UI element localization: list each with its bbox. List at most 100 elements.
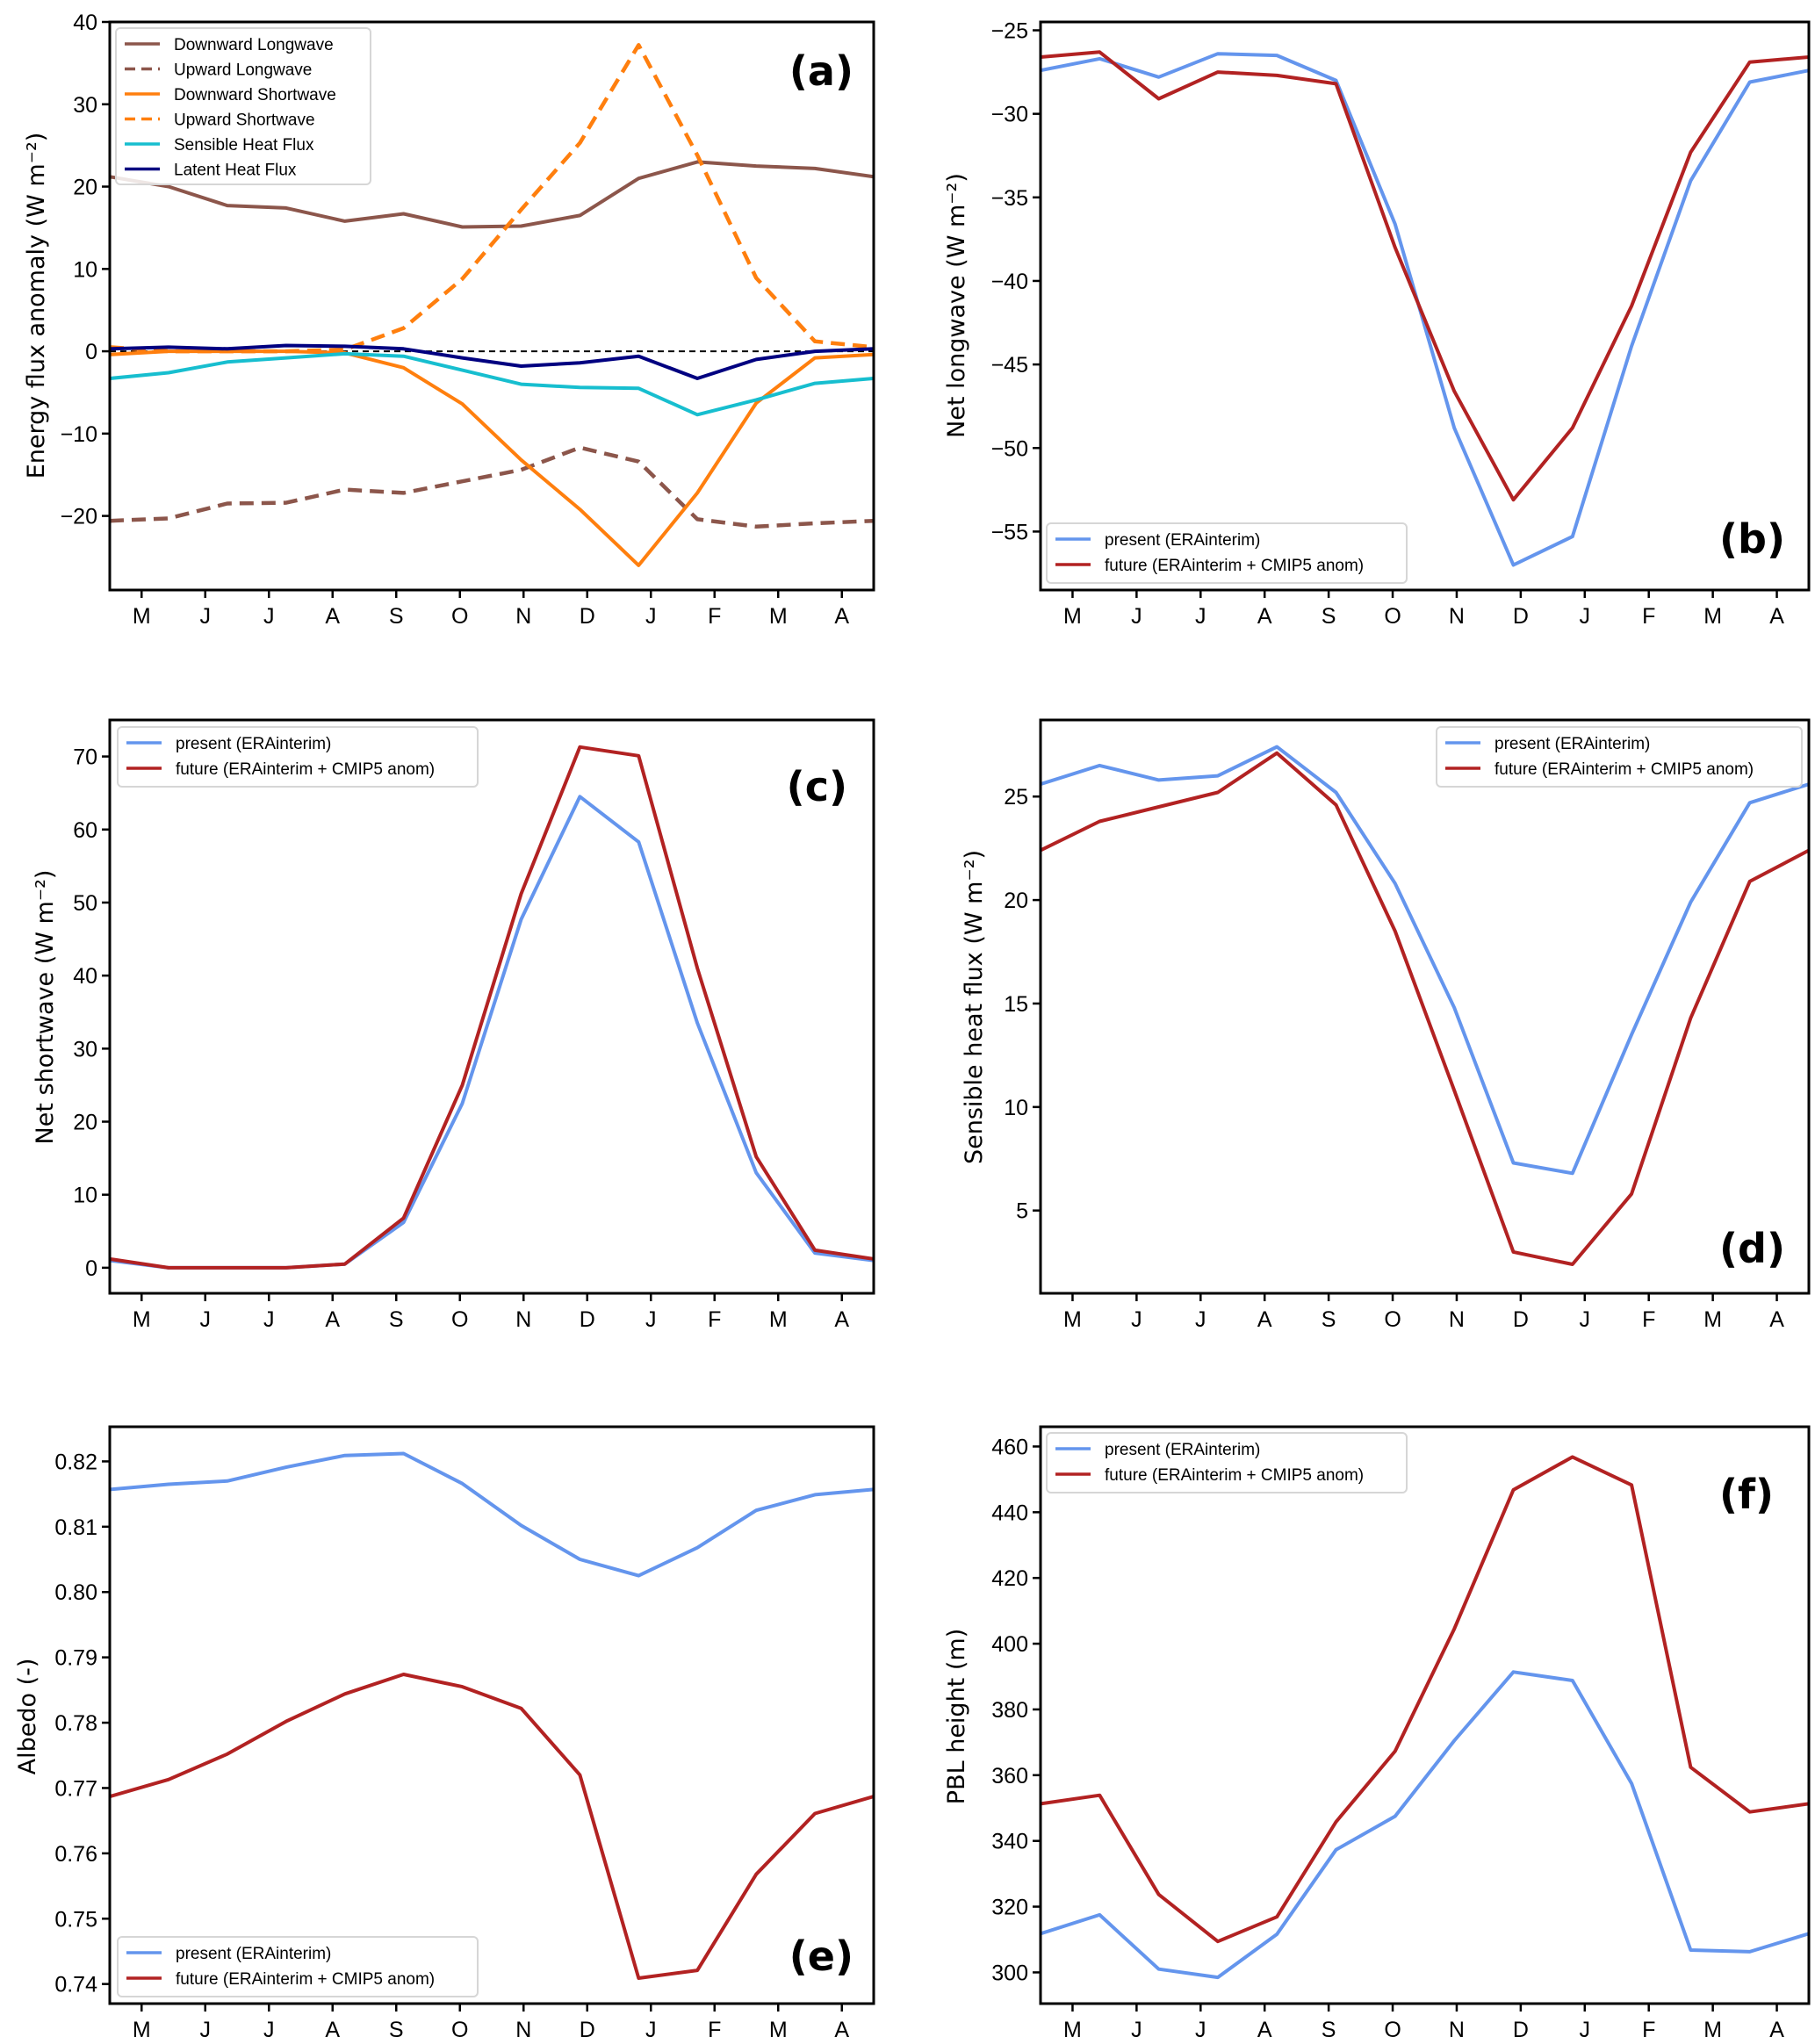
legend-label-future-erainterim-cmip5-anom: future (ERAinterim + CMIP5 anom) <box>1105 1466 1364 1485</box>
y-tick-label: 40 <box>73 964 97 989</box>
y-tick-label: 0.75 <box>54 1907 97 1932</box>
y-tick-label: 10 <box>73 257 97 282</box>
y-axis-label-e: Albedo (-) <box>14 1659 41 1775</box>
x-tick-label: A <box>1769 2018 1784 2042</box>
y-tick-label: 30 <box>73 93 97 118</box>
x-tick-label: M <box>1703 604 1722 629</box>
x-tick-label: M <box>1063 2018 1082 2042</box>
x-tick-label: J <box>1195 2018 1206 2042</box>
y-axis-label-a: Energy flux anomaly (W m⁻²) <box>23 133 50 479</box>
series-line-upward-longwave <box>110 445 874 529</box>
x-tick-label: J <box>200 2018 212 2042</box>
y-tick-label: 10 <box>1004 1096 1028 1120</box>
x-tick-label: J <box>645 2018 657 2042</box>
y-tick-label: 380 <box>991 1698 1028 1723</box>
legend-c: present (ERAinterim) future (ERAinterim +… <box>117 726 479 788</box>
legend-box <box>1046 522 1408 584</box>
x-tick-label: D <box>1513 1307 1529 1332</box>
series-line-future-erainterim-cmip5-anom <box>1041 50 1809 502</box>
y-tick-label: 0.81 <box>54 1515 97 1540</box>
panel-label-f: (f) <box>1719 1471 1774 1518</box>
panel-c: (c) Net shortwave (W m⁻²) 0 10 20 30 40 50 60 7… <box>32 718 875 1332</box>
x-tick-label: J <box>1195 604 1206 629</box>
series-line-present-erainterim <box>1041 52 1809 567</box>
y-tick-label: 300 <box>991 1961 1028 1985</box>
legend-label-present-erainterim: present (ERAinterim) <box>1105 1441 1260 1459</box>
y-tick-label: −45 <box>991 353 1028 378</box>
x-tick-label: M <box>1703 1307 1722 1332</box>
legend-label-present-erainterim: present (ERAinterim) <box>1494 735 1650 753</box>
x-tick-label: A <box>1257 1307 1272 1332</box>
y-tick-label: −30 <box>991 103 1028 127</box>
x-tick-label: F <box>708 604 721 629</box>
legend-label-present-erainterim: present (ERAinterim) <box>176 1945 331 1963</box>
series-line-future-erainterim-cmip5-anom <box>1041 1455 1809 1944</box>
legend-label-future-erainterim-cmip5-anom: future (ERAinterim + CMIP5 anom) <box>176 760 435 779</box>
legend-label-present-erainterim: present (ERAinterim) <box>1105 531 1260 550</box>
x-tick-label: J <box>263 2018 275 2042</box>
y-tick-label: 10 <box>73 1184 97 1208</box>
x-tick-label: A <box>1257 2018 1272 2042</box>
x-tick-label: J <box>1195 1307 1206 1332</box>
x-tick-label: O <box>451 2018 468 2042</box>
y-tick-label: 0.77 <box>54 1776 97 1801</box>
y-tick-label: −25 <box>991 19 1028 44</box>
x-tick-label: D <box>1513 2018 1529 2042</box>
x-tick-label: J <box>1580 1307 1591 1332</box>
y-tick-label: 0.78 <box>54 1711 97 1736</box>
y-tick-label: 40 <box>73 11 97 35</box>
y-tick-label: 25 <box>1004 785 1028 810</box>
panel-label-b: (b) <box>1719 515 1785 563</box>
panel-label-a: (a) <box>789 47 853 95</box>
x-tick-label: N <box>515 604 531 629</box>
x-tick-label: N <box>1449 2018 1465 2042</box>
x-tick-label: A <box>325 604 340 629</box>
series-line-future-erainterim-cmip5-anom <box>110 1673 874 1980</box>
y-tick-label: −10 <box>61 422 97 447</box>
x-tick-label: S <box>389 1307 404 1332</box>
x-tick-label: A <box>325 1307 340 1332</box>
series-line-future-erainterim-cmip5-anom <box>1041 751 1809 1266</box>
x-tick-label: F <box>708 2018 721 2042</box>
x-tick-label: M <box>133 604 151 629</box>
x-tick-label: S <box>389 2018 404 2042</box>
x-tick-label: J <box>1131 604 1142 629</box>
y-tick-label: 5 <box>1016 1199 1028 1224</box>
x-tick-label: O <box>451 604 468 629</box>
series-line-latent-heat-flux <box>110 343 874 380</box>
legend-box <box>115 27 371 185</box>
x-tick-label: J <box>1131 1307 1142 1332</box>
y-tick-label: 320 <box>991 1896 1028 1920</box>
x-tick-label: D <box>1513 604 1529 629</box>
x-tick-label: N <box>1449 1307 1465 1332</box>
x-tick-label: J <box>1580 2018 1591 2042</box>
y-tick-label: −20 <box>61 505 97 529</box>
x-tick-label: S <box>1322 604 1336 629</box>
x-tick-label: J <box>263 604 275 629</box>
y-tick-label: 400 <box>991 1632 1028 1657</box>
legend-label-future-erainterim-cmip5-anom: future (ERAinterim + CMIP5 anom) <box>1494 760 1754 779</box>
x-tick-label: M <box>1063 1307 1082 1332</box>
series-line-sensible-heat-flux <box>110 351 874 417</box>
x-tick-label: D <box>580 2018 595 2042</box>
legend-label-present-erainterim: present (ERAinterim) <box>176 735 331 753</box>
panel-f: (f) PBL height (m) 300 320 340 360 380 400 420… <box>943 1425 1811 2042</box>
axes-frame-b <box>1039 20 1811 592</box>
panel-b: (b) Net longwave (W m⁻²) −55 −50 −45 −40 −35… <box>943 19 1811 629</box>
series-line-downward-shortwave <box>110 349 874 567</box>
y-tick-label: 30 <box>73 1037 97 1062</box>
x-tick-label: S <box>389 604 404 629</box>
x-tick-label: J <box>200 1307 212 1332</box>
y-tick-label: −40 <box>991 270 1028 294</box>
y-tick-label: 20 <box>1004 889 1028 913</box>
legend-a: Downward Longwave Upward Longwave Downward… <box>115 27 371 185</box>
y-tick-label: 0.80 <box>54 1580 97 1605</box>
x-tick-label: M <box>133 2018 151 2042</box>
x-tick-label: O <box>451 1307 468 1332</box>
y-tick-label: 20 <box>73 176 97 200</box>
x-tick-label: N <box>1449 604 1465 629</box>
x-tick-label: A <box>325 2018 340 2042</box>
y-tick-label: 15 <box>1004 992 1028 1017</box>
